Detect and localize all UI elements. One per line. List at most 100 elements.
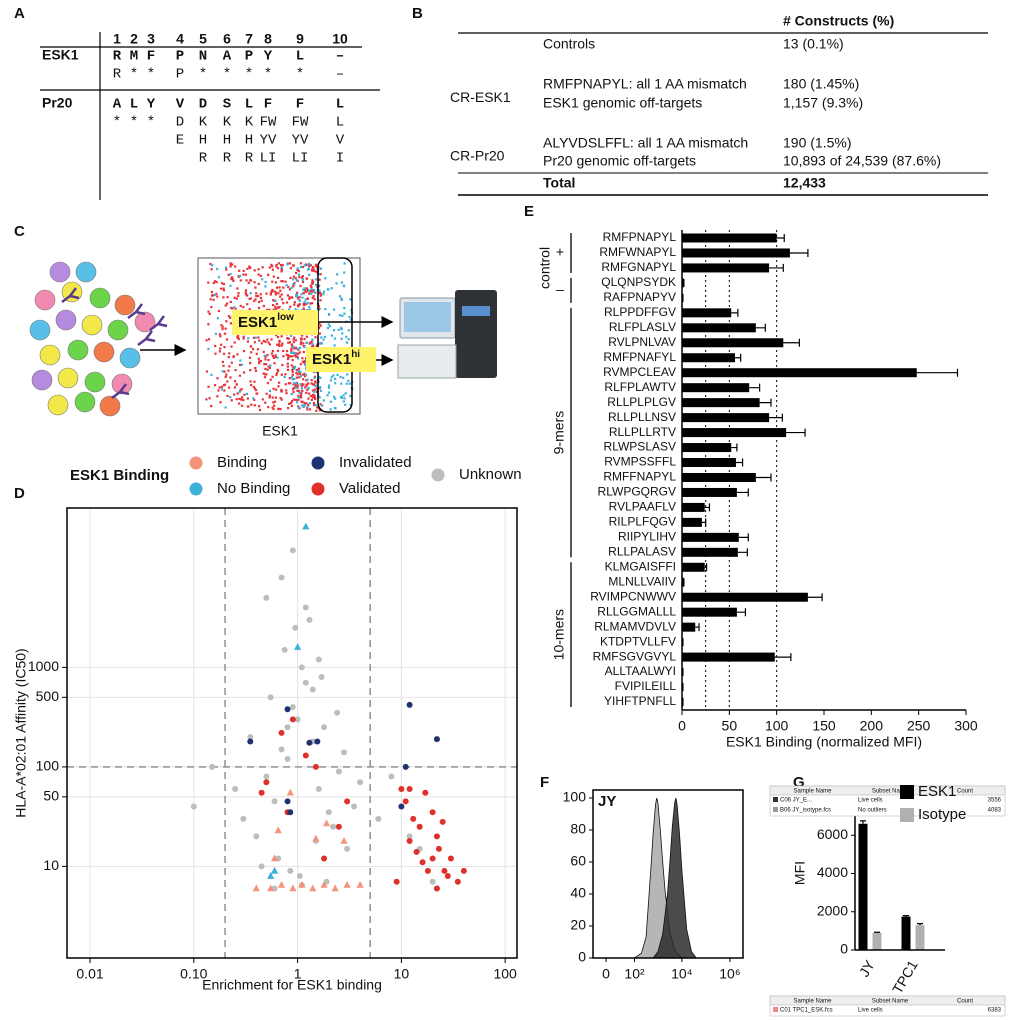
- error-bar: [755, 473, 772, 482]
- panel-label: A: [14, 5, 25, 22]
- position-number: 5: [199, 31, 207, 47]
- error-bar: [807, 593, 823, 602]
- flow-dot: [317, 308, 320, 311]
- flow-dot: [222, 289, 226, 292]
- x-axis-label: ESK1 Binding (normalized MFI): [726, 734, 922, 750]
- table-header: # Constructs (%): [783, 13, 894, 29]
- flow-dot: [304, 363, 307, 367]
- antibody: [137, 330, 156, 346]
- flow-dot: [281, 263, 284, 267]
- flow-dot: [262, 339, 265, 343]
- flow-dot: [220, 388, 224, 391]
- flow-dot: [339, 395, 343, 399]
- flow-dot: [205, 398, 208, 401]
- flow-dot: [270, 263, 273, 267]
- flow-dot: [244, 273, 247, 276]
- flow-dot: [223, 389, 226, 392]
- flow-dot: [258, 405, 261, 408]
- category-label: RLFPLASLV: [609, 320, 676, 334]
- flow-dot: [297, 352, 300, 355]
- antibody: [111, 383, 130, 399]
- flow-dot: [294, 385, 297, 388]
- flow-dot: [286, 294, 290, 297]
- flow-dot: [330, 287, 333, 290]
- category-label: RLFPLAWTV: [604, 380, 676, 394]
- flow-dot: [338, 314, 342, 317]
- flowjo-header: [769, 785, 1006, 796]
- flow-dot: [302, 378, 305, 381]
- flow-dot: [293, 301, 296, 304]
- flow-dot: [254, 369, 258, 372]
- flow-dot: [339, 375, 342, 379]
- point: [321, 724, 328, 731]
- residue: *: [223, 67, 231, 83]
- point: [274, 826, 282, 834]
- position-number: 3: [147, 31, 155, 47]
- error-bar: [695, 623, 700, 632]
- category-label: RVMPCLEAV: [603, 365, 676, 379]
- flow-dot: [284, 383, 287, 386]
- flow-dot: [221, 325, 224, 328]
- flow-dot: [313, 376, 316, 380]
- legend-swatch: [189, 456, 203, 470]
- flow-dot: [308, 408, 312, 411]
- cell: [31, 369, 53, 391]
- flow-dot: [276, 349, 280, 352]
- flow-dot: [311, 296, 314, 300]
- flow-dot: [308, 308, 312, 311]
- flow-dot: [276, 267, 280, 270]
- point: [247, 733, 254, 740]
- flow-dot: [239, 389, 242, 392]
- flow-dot: [297, 273, 301, 276]
- panel-label: E: [524, 203, 534, 220]
- point: [277, 880, 286, 888]
- flow-dot: [313, 390, 316, 393]
- flow-dot: [341, 332, 344, 335]
- flow-dot: [210, 305, 213, 309]
- error-bar: [736, 608, 747, 617]
- point: [330, 823, 337, 830]
- residue: I: [336, 151, 344, 167]
- residue: FW: [292, 115, 309, 131]
- flow-dot: [237, 292, 240, 295]
- flow-dot: [314, 278, 318, 281]
- flow-dot: [266, 338, 269, 341]
- flow-dot: [272, 275, 275, 278]
- flow-dot: [265, 392, 268, 395]
- flow-dot: [264, 401, 267, 404]
- flow-dot: [294, 398, 298, 402]
- antibody: [127, 303, 146, 319]
- x-tick-label: 10⁶: [719, 966, 740, 982]
- flow-dot: [333, 344, 336, 347]
- flow-dot: [279, 289, 282, 292]
- flow-dot: [270, 352, 274, 355]
- flow-dot: [216, 317, 219, 320]
- flow-dot: [210, 290, 213, 294]
- flow-dot: [314, 265, 318, 268]
- flow-dot: [297, 394, 300, 398]
- flow-dot: [288, 288, 291, 291]
- flow-dot: [249, 297, 252, 300]
- flow-dot: [221, 360, 225, 364]
- point: [375, 815, 382, 822]
- category-label: RLMAMVDVLV: [594, 619, 676, 633]
- flow-dot: [319, 376, 322, 379]
- flow-dot: [207, 281, 210, 284]
- bar: [682, 383, 750, 393]
- flow-dot: [258, 408, 262, 412]
- flow-dot: [303, 404, 306, 407]
- flow-dot: [271, 265, 274, 268]
- flow-dot: [220, 282, 224, 285]
- category-label: RMFFNAPYL: [603, 470, 676, 484]
- flow-dot: [288, 341, 292, 344]
- flow-dot: [321, 404, 324, 407]
- flow-dot: [296, 389, 299, 392]
- flow-dot: [287, 285, 290, 289]
- flow-dot: [225, 373, 228, 376]
- flow-dot: [257, 273, 260, 276]
- residue: R: [113, 67, 122, 83]
- point: [284, 798, 291, 805]
- bar: [682, 398, 760, 408]
- flow-dot: [349, 403, 352, 407]
